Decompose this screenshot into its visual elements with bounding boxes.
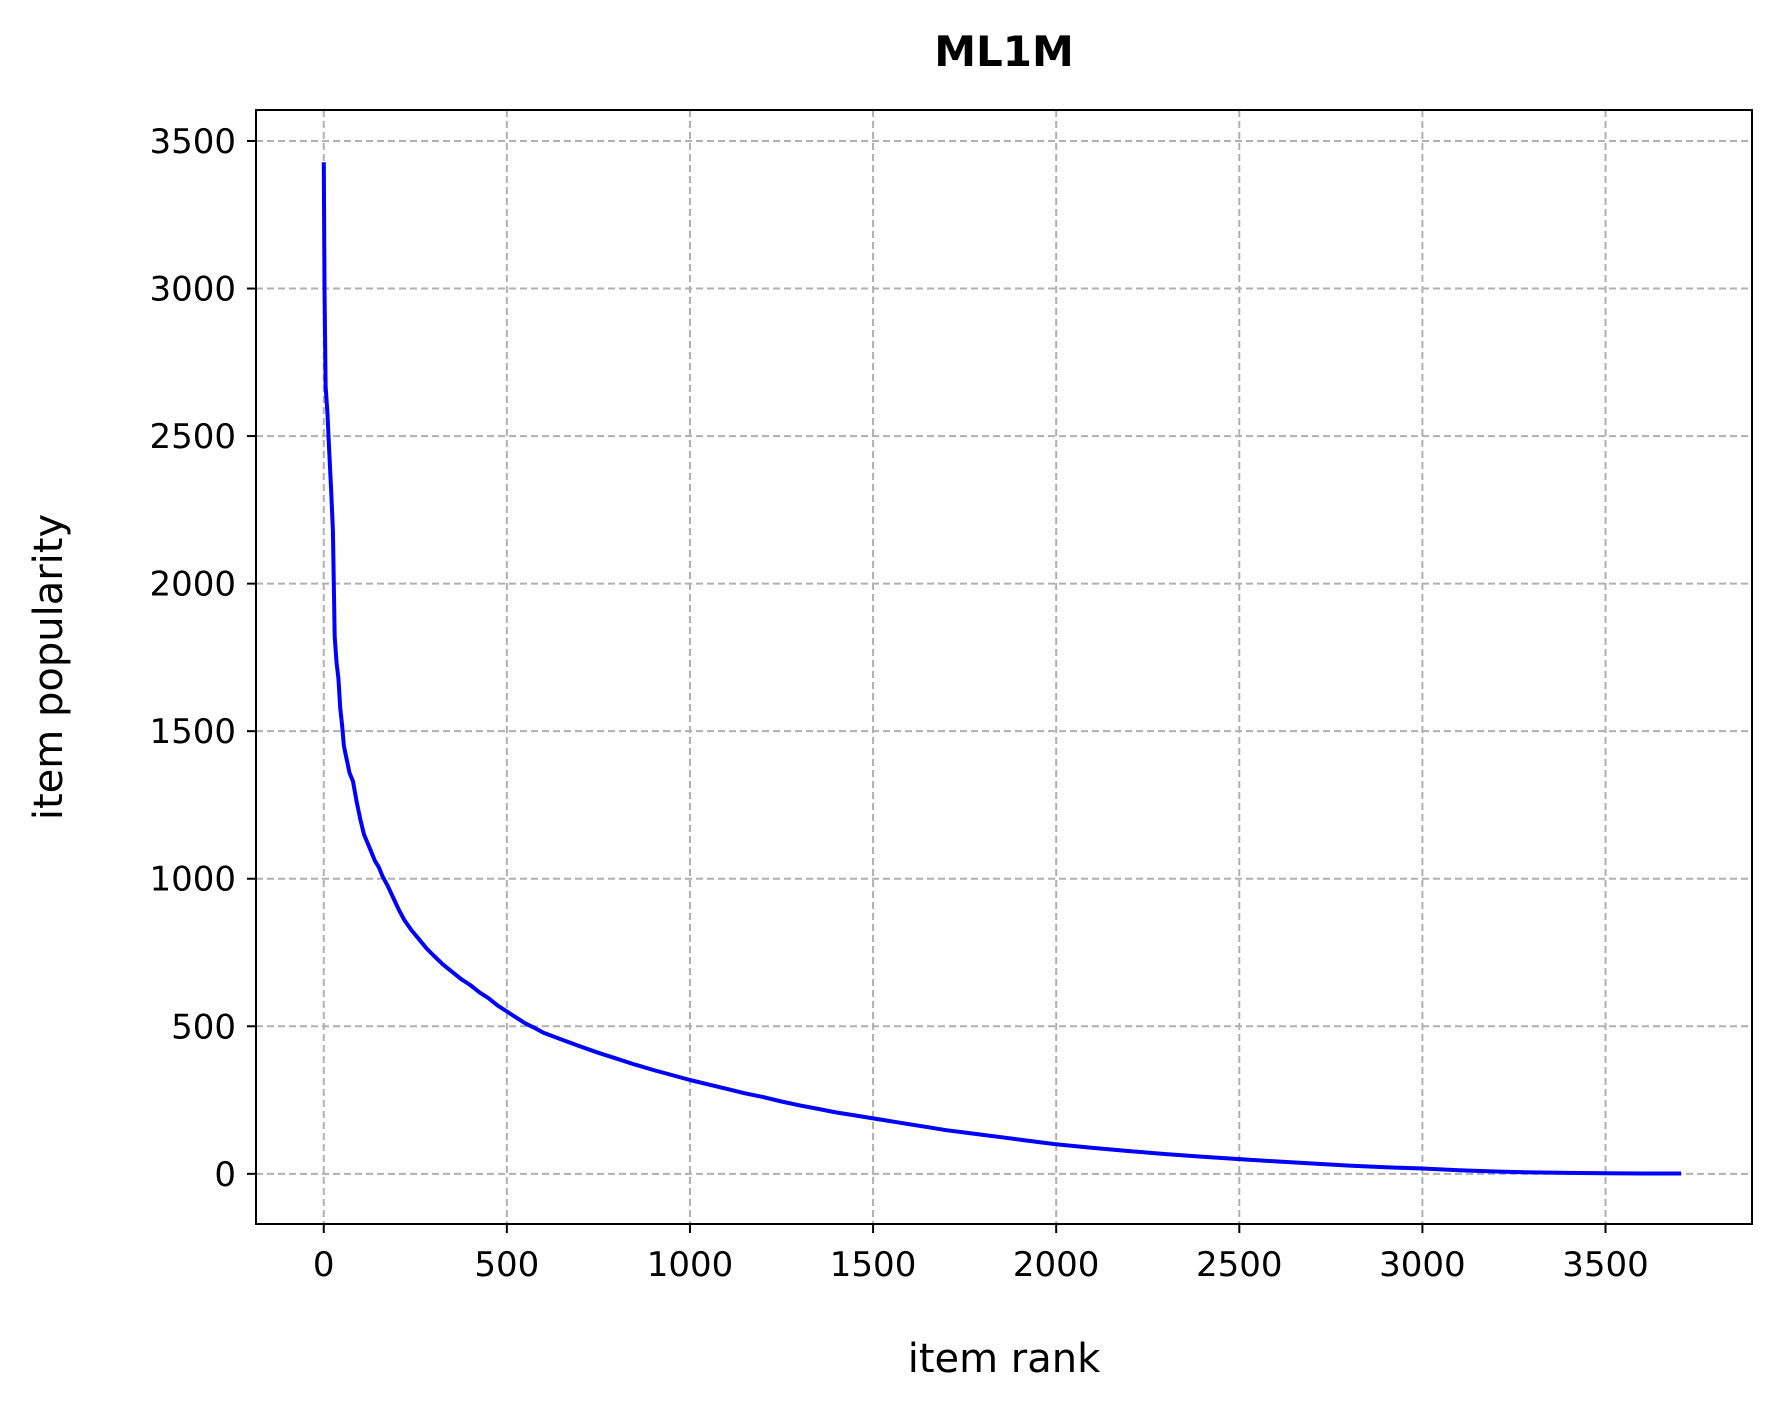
y-tick-label: 1500 bbox=[149, 712, 236, 752]
x-tick-label: 1000 bbox=[647, 1245, 734, 1285]
series-line-ml1m bbox=[321, 162, 1681, 1176]
y-tick-label: 2500 bbox=[149, 417, 236, 457]
grid bbox=[256, 110, 1752, 1224]
axis-ticks: 0 500 1000 1500 2000 2500 3000 3500 0 500 1000 1500… bbox=[149, 122, 1648, 1285]
plot-area-frame bbox=[255, 109, 1753, 1225]
y-tick-label: 3000 bbox=[149, 270, 236, 310]
x-tick-label: 0 bbox=[313, 1245, 335, 1285]
x-tick-label: 2000 bbox=[1013, 1245, 1100, 1285]
x-tick-label: 500 bbox=[474, 1245, 539, 1285]
x-tick-label: 1500 bbox=[830, 1245, 917, 1285]
y-tick-label: 500 bbox=[171, 1007, 236, 1047]
y-tick-label: 2000 bbox=[149, 565, 236, 605]
series-layer bbox=[321, 162, 1681, 1176]
x-tick-label: 3500 bbox=[1562, 1245, 1649, 1285]
y-tick-label: 0 bbox=[214, 1155, 236, 1195]
y-tick-label: 1000 bbox=[149, 860, 236, 900]
chart-title: ML1M bbox=[934, 27, 1074, 76]
x-tick-label: 2500 bbox=[1196, 1245, 1283, 1285]
y-axis-label: item popularity bbox=[26, 514, 72, 820]
x-tick-label: 3000 bbox=[1379, 1245, 1466, 1285]
y-tick-label: 3500 bbox=[149, 122, 236, 162]
x-axis-label: item rank bbox=[908, 1336, 1101, 1382]
